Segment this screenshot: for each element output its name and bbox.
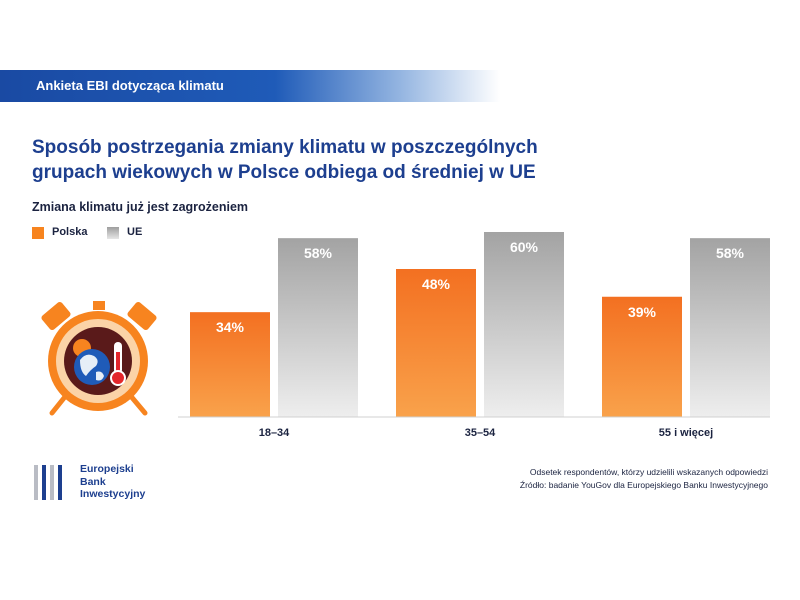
bars-layer [190, 232, 770, 417]
chart-title: Sposób postrzegania zmiany klimatu w pos… [32, 135, 592, 185]
eib-logo: Europejski Bank Inwestycyjny [32, 463, 192, 503]
data-label-ue-1: 58% [304, 245, 333, 261]
footnote-line-2: Źródło: badanie YouGov dla Europejskiego… [519, 480, 768, 490]
footnote-line-1: Odsetek respondentów, którzy udzielili w… [529, 467, 768, 477]
legend-swatch-ue [107, 227, 119, 239]
legend-label-ue: UE [127, 226, 143, 238]
chart-title-line-2: grupach wiekowych w Polsce odbiega od śr… [32, 162, 536, 183]
header-banner: Ankieta EBI dotycząca klimatu [0, 70, 500, 102]
bar-ue-3 [690, 238, 770, 417]
data-label-ue-3: 58% [716, 245, 745, 261]
labels-layer: 34% 58% 18–34 48% 60% 35–54 39% 58% 55 i więcej [216, 239, 745, 439]
eib-logo-line-3: Inwestycyjny [80, 488, 146, 500]
legend-swatch-polska [32, 227, 44, 239]
data-label-polska-1: 34% [216, 319, 245, 335]
category-label-2: 35–54 [465, 427, 496, 439]
chart-footnote: Odsetek respondentów, którzy udzielili w… [520, 466, 768, 492]
banner-label: Ankieta EBI dotycząca klimatu [36, 78, 224, 93]
eib-logo-line-2: Bank [80, 475, 106, 488]
category-label-1: 18–34 [259, 427, 290, 439]
chart-subtitle: Zmiana klimatu już jest zagrożeniem [32, 200, 249, 214]
bar-polska-2 [396, 269, 476, 417]
chart-title-line-1: Sposób postrzegania zmiany klimatu w pos… [32, 137, 538, 158]
bar-ue-1 [278, 238, 358, 417]
category-label-3: 55 i więcej [659, 427, 713, 439]
data-label-polska-2: 48% [422, 276, 451, 292]
alarm-clock-icon [41, 301, 157, 416]
eib-logo-mark-icon [34, 465, 62, 500]
bar-polska-1 [190, 312, 270, 417]
data-label-ue-2: 60% [510, 239, 539, 255]
bar-polska-3 [602, 296, 682, 417]
data-label-polska-3: 39% [628, 304, 657, 320]
eib-logo-text: Europejski Bank Inwestycyjny [80, 463, 145, 501]
eib-logo-line-1: Europejski [80, 463, 134, 475]
bar-ue-2 [484, 232, 564, 417]
legend-label-polska: Polska [52, 226, 88, 238]
